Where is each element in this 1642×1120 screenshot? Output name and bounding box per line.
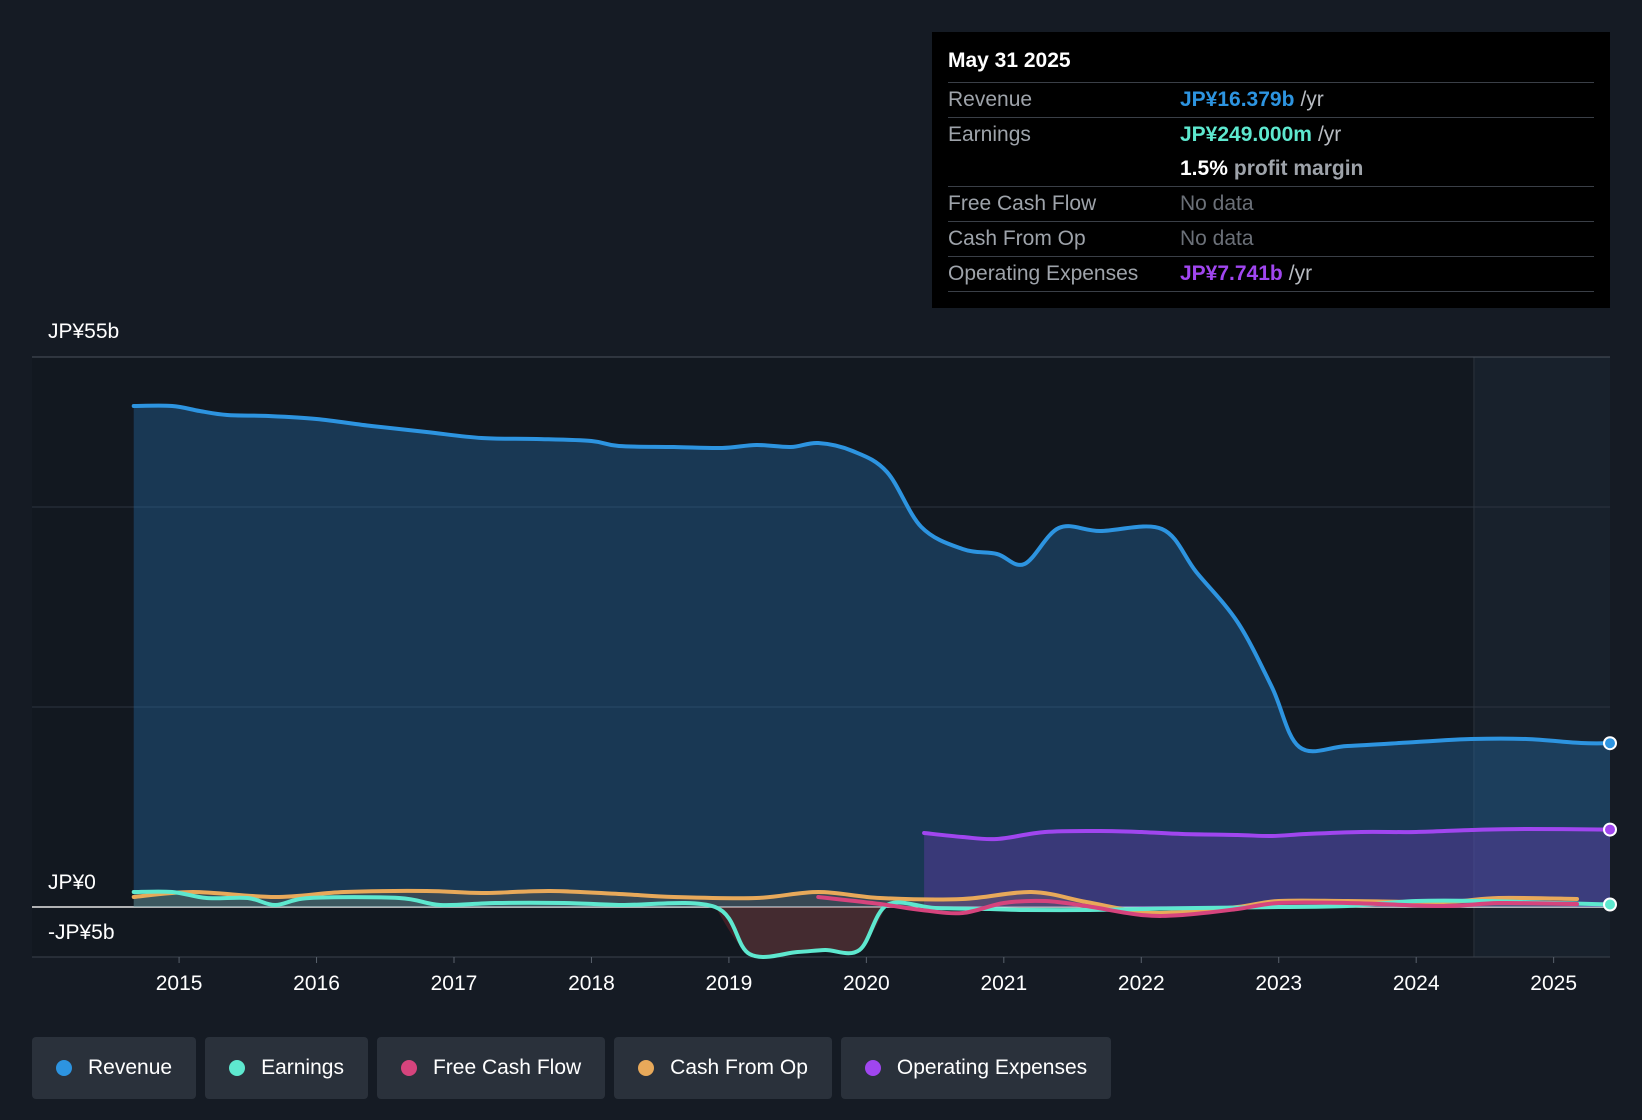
earnings-negative-area (715, 905, 887, 958)
revenue-dot-icon (56, 1060, 72, 1076)
tooltip-earnings-label: Earnings (948, 123, 1031, 146)
opex-dot-icon (864, 1060, 881, 1076)
tooltip-opex-unit: /yr (1288, 262, 1313, 285)
operating-expenses-area (924, 828, 1610, 907)
legend-cfo-label: Cash From Op (670, 1056, 808, 1079)
tooltip-panel: May 31 2025 Revenue JP¥16.379b/yr Earnin… (932, 32, 1610, 308)
legend-earnings[interactable]: Earnings (205, 1037, 368, 1099)
tooltip-earnings-value: JP¥249.000m (1180, 123, 1312, 146)
end-markers (1603, 736, 1617, 912)
x-tick-label: 2023 (1255, 972, 1302, 995)
tooltip-fcf-label: Free Cash Flow (948, 192, 1097, 215)
cfo-dot-icon (638, 1060, 655, 1076)
tooltip-cfo-label: Cash From Op (948, 227, 1086, 250)
revenue-end-marker (1603, 736, 1617, 751)
legend-operating-expenses[interactable]: Operating Expenses (840, 1037, 1112, 1099)
tooltip-revenue-value: JP¥16.379b (1180, 88, 1295, 111)
legend-revenue[interactable]: Revenue (32, 1037, 197, 1099)
tooltip-cfo-value: No data (1180, 227, 1254, 250)
tooltip-opex-label: Operating Expenses (948, 262, 1139, 285)
tooltip-row-earnings: Earnings JP¥249.000m/yr (948, 118, 1594, 152)
tooltip-margin-label: profit margin (1233, 157, 1364, 180)
free-cash-flow-line (816, 895, 1580, 918)
x-tick-label: 2022 (1118, 972, 1165, 995)
earnings-dot-icon (229, 1060, 246, 1076)
tooltip-earnings-unit: /yr (1317, 123, 1342, 146)
earnings-end-marker (1603, 897, 1617, 912)
revenue-line (131, 403, 1612, 754)
legend-cash-from-op[interactable]: Cash From Op (614, 1037, 832, 1099)
series-lines (131, 403, 1612, 959)
tooltip-row-revenue: Revenue JP¥16.379b/yr (948, 83, 1594, 118)
x-tick-label: 2020 (843, 972, 890, 995)
fcf-dot-icon (400, 1060, 417, 1076)
tooltip-row-cfo: Cash From Op No data (948, 222, 1594, 257)
legend-opex-label: Operating Expenses (896, 1056, 1088, 1079)
tooltip-fcf-value: No data (1180, 192, 1254, 215)
tooltip-revenue-label: Revenue (948, 88, 1033, 111)
y-label-top: JP¥55b (48, 320, 120, 343)
legend: Revenue Earnings Free Cash Flow Cash Fro… (32, 1037, 1112, 1099)
x-axis-ticks: 2015 2016 2017 2018 2019 2020 2021 2022 2023 2024… (156, 957, 1577, 995)
legend-free-cash-flow[interactable]: Free Cash Flow (376, 1037, 606, 1099)
y-label-bottom: -JP¥5b (48, 921, 115, 944)
x-tick-label: 2021 (980, 972, 1027, 995)
tooltip-opex-value: JP¥7.741b (1180, 262, 1283, 285)
x-tick-label: 2018 (568, 972, 615, 995)
legend-revenue-label: Revenue (88, 1056, 173, 1079)
operating-expenses-end-marker (1603, 822, 1617, 837)
x-tick-label: 2025 (1530, 972, 1577, 995)
tooltip-margin-spacer (948, 152, 1180, 186)
earnings-line (131, 889, 1612, 959)
tooltip-row-fcf: Free Cash Flow No data (948, 187, 1594, 222)
tooltip-margin-value: 1.5% (1180, 157, 1228, 180)
tooltip-date: May 31 2025 (948, 46, 1594, 83)
tooltip-row-margin: 1.5% profit margin (948, 152, 1594, 187)
y-label-zero: JP¥0 (48, 871, 96, 894)
operating-expenses-line (922, 826, 1612, 842)
legend-fcf-label: Free Cash Flow (432, 1056, 582, 1079)
x-tick-label: 2015 (156, 972, 203, 995)
tooltip-row-opex: Operating Expenses JP¥7.741b/yr (948, 257, 1594, 292)
legend-earnings-label: Earnings (261, 1056, 344, 1079)
forecast-region (1473, 357, 1610, 957)
x-tick-label: 2016 (293, 972, 340, 995)
revenue-area (133, 405, 1610, 907)
plot-area (32, 357, 1610, 957)
plot-background (32, 357, 1610, 957)
x-tick-label: 2017 (431, 972, 478, 995)
x-tick-label: 2024 (1393, 972, 1440, 995)
x-tick-label: 2019 (706, 972, 753, 995)
tooltip-revenue-unit: /yr (1300, 88, 1324, 111)
